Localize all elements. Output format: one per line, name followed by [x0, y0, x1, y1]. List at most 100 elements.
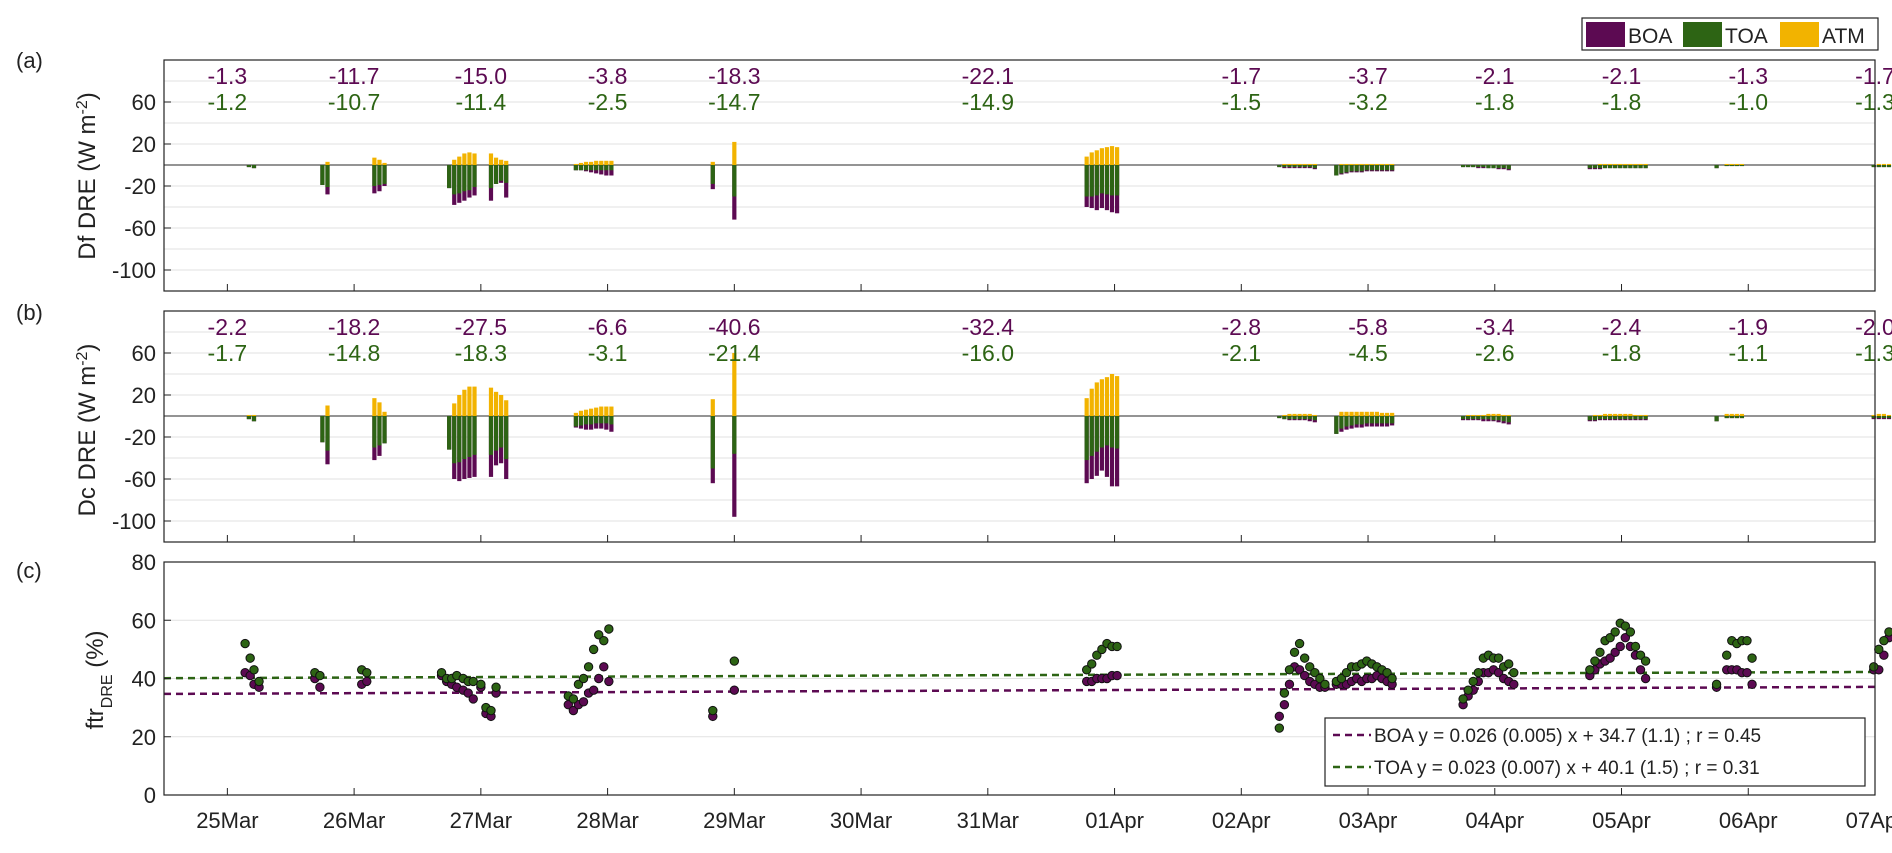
bar-atm: [609, 160, 614, 165]
bar-toa: [377, 165, 382, 185]
point-toa: [578, 673, 589, 684]
point-toa: [1274, 723, 1285, 733]
bar-toa: [1369, 416, 1374, 424]
point-toa: [1310, 667, 1320, 678]
point-toa: [1081, 665, 1092, 675]
bar-toa: [493, 165, 499, 184]
bar-atm: [1491, 413, 1496, 416]
bar-toa: [493, 416, 499, 451]
point-toa: [1473, 667, 1484, 678]
y-tick-label: -100: [112, 258, 156, 283]
point-toa: [1722, 650, 1732, 660]
bar-atm: [1633, 163, 1638, 165]
point-toa: [1468, 676, 1478, 687]
legend-box: [1581, 17, 1879, 51]
y-tick-label: -60: [124, 467, 156, 492]
bar-toa: [1089, 165, 1094, 197]
bar-atm: [462, 153, 467, 165]
axes-frame-c: [163, 561, 1876, 796]
bar-atm: [1297, 413, 1302, 416]
bar-toa: [1481, 416, 1486, 420]
bar-atm: [1602, 413, 1608, 416]
annotation-toa: -21.4: [708, 340, 761, 366]
point-toa: [1869, 662, 1879, 672]
bars-a: [246, 141, 1892, 220]
point-toa: [1625, 627, 1636, 637]
bar-atm: [1369, 411, 1374, 416]
bar-atm: [1089, 388, 1094, 416]
bar-atm: [1339, 411, 1344, 416]
bar-atm: [1282, 414, 1287, 416]
x-tick-label: 29Mar: [703, 808, 765, 833]
bar-atm: [372, 157, 377, 165]
bar-atm: [493, 391, 499, 416]
bar-atm: [1374, 411, 1380, 416]
bar-atm: [1104, 147, 1110, 165]
bar-atm: [1084, 398, 1089, 416]
bar-toa: [1109, 165, 1115, 196]
point-toa: [1294, 638, 1305, 649]
bar-toa: [1354, 165, 1359, 172]
bar-toa: [1633, 416, 1638, 420]
bar-atm: [1618, 163, 1623, 165]
bar-toa: [472, 165, 477, 188]
bar-toa: [1613, 416, 1618, 420]
legend-swatch-atm: [1780, 22, 1819, 47]
x-tick-label: 04Apr: [1465, 808, 1524, 833]
bar-toa: [452, 416, 457, 464]
bar-atm: [499, 395, 504, 416]
bar-atm: [1287, 413, 1292, 416]
annotation-toa: -14.7: [708, 89, 760, 115]
bar-toa: [1881, 416, 1886, 419]
bar-atm: [1359, 411, 1364, 416]
bar-toa: [710, 416, 715, 469]
bar-toa: [1374, 416, 1380, 424]
point-toa: [1879, 635, 1889, 646]
point-toa: [568, 694, 579, 704]
point-toa: [1320, 679, 1330, 690]
bar-toa: [1628, 416, 1633, 420]
y-axis-label-b: Dc DRE (W m-2): [74, 344, 102, 517]
bar-toa: [467, 416, 472, 457]
bar-atm: [372, 398, 377, 416]
bar-atm: [452, 159, 457, 165]
bar-toa: [1496, 165, 1501, 169]
bar-toa: [1729, 165, 1734, 167]
bar-atm: [1349, 411, 1354, 416]
annotation-toa: -1.3: [1855, 340, 1892, 366]
bar-toa: [1486, 165, 1491, 169]
y-tick-label: -20: [124, 174, 156, 199]
bar-toa: [710, 165, 715, 184]
bar-toa: [1094, 416, 1099, 452]
annotation-boa: -1.9: [1728, 314, 1768, 340]
bar-atm: [1623, 413, 1628, 416]
bar-toa: [732, 165, 737, 197]
panel-label-c: (c): [16, 558, 42, 583]
bar-atm: [382, 411, 387, 416]
x-tick-label: 25Mar: [196, 808, 258, 833]
bar-atm: [251, 414, 257, 416]
bar-atm: [1114, 147, 1120, 165]
panel-a: -1.3-1.2-11.7-10.7-15.0-11.4-3.8-2.5-18.…: [16, 48, 1892, 292]
bar-atm: [1089, 152, 1094, 165]
bar-toa: [1724, 416, 1729, 419]
bar-atm: [377, 159, 382, 165]
point-toa: [1742, 635, 1752, 646]
point-toa: [1279, 688, 1290, 698]
x-tick-label: 30Mar: [830, 808, 892, 833]
point-toa: [486, 705, 496, 716]
point-toa: [1341, 667, 1352, 678]
bar-atm: [499, 159, 504, 165]
annotation-toa: -18.3: [455, 340, 507, 366]
annotation-boa: -1.7: [1221, 63, 1261, 89]
point-toa: [436, 667, 447, 678]
bar-atm: [1724, 163, 1729, 165]
point-boa: [362, 676, 372, 687]
bar-toa: [1638, 416, 1643, 420]
annotation-boa: -40.6: [708, 314, 760, 340]
bar-atm: [1354, 411, 1359, 416]
point-toa: [708, 705, 718, 716]
bar-toa: [447, 416, 452, 450]
bar-toa: [1359, 416, 1364, 425]
bar-toa: [1114, 416, 1120, 449]
